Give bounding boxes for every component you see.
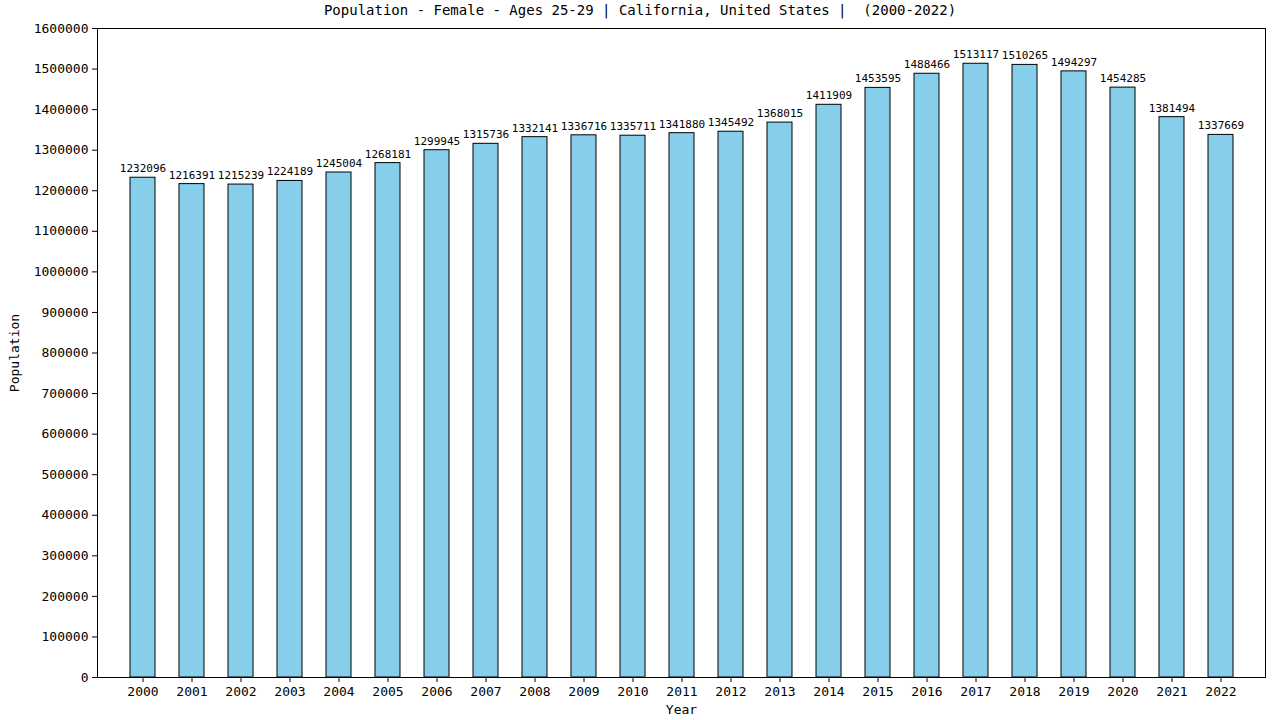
- svg-text:2008: 2008: [519, 684, 550, 699]
- svg-text:500000: 500000: [42, 467, 89, 482]
- svg-text:2014: 2014: [813, 684, 844, 699]
- svg-text:1500000: 1500000: [34, 61, 89, 76]
- svg-text:2009: 2009: [568, 684, 599, 699]
- svg-text:1411909: 1411909: [806, 89, 852, 102]
- svg-text:1216391: 1216391: [169, 169, 215, 182]
- svg-text:200000: 200000: [42, 589, 89, 604]
- svg-text:1454285: 1454285: [1100, 72, 1146, 85]
- svg-text:1600000: 1600000: [34, 21, 89, 36]
- svg-text:1368015: 1368015: [757, 107, 803, 120]
- svg-text:1224189: 1224189: [267, 165, 313, 178]
- svg-text:2004: 2004: [323, 684, 354, 699]
- svg-text:2010: 2010: [617, 684, 648, 699]
- svg-text:2003: 2003: [274, 684, 305, 699]
- svg-text:2015: 2015: [862, 684, 893, 699]
- svg-text:400000: 400000: [42, 507, 89, 522]
- svg-text:900000: 900000: [42, 305, 89, 320]
- svg-text:1336716: 1336716: [561, 120, 607, 133]
- svg-text:2018: 2018: [1009, 684, 1040, 699]
- svg-text:1232096: 1232096: [120, 162, 166, 175]
- svg-text:1215239: 1215239: [218, 169, 264, 182]
- svg-text:2021: 2021: [1156, 684, 1187, 699]
- svg-text:1488466: 1488466: [904, 58, 950, 71]
- svg-text:2011: 2011: [666, 684, 697, 699]
- svg-text:2007: 2007: [470, 684, 501, 699]
- svg-text:2022: 2022: [1205, 684, 1236, 699]
- svg-text:2016: 2016: [911, 684, 942, 699]
- svg-text:1337669: 1337669: [1198, 119, 1244, 132]
- svg-text:1299945: 1299945: [414, 135, 460, 148]
- svg-text:1332141: 1332141: [512, 122, 558, 135]
- svg-text:1345492: 1345492: [708, 116, 754, 129]
- svg-text:800000: 800000: [42, 345, 89, 360]
- svg-text:2019: 2019: [1058, 684, 1089, 699]
- svg-text:1100000: 1100000: [34, 223, 89, 238]
- svg-text:2006: 2006: [421, 684, 452, 699]
- svg-text:1335711: 1335711: [610, 120, 656, 133]
- svg-text:2002: 2002: [225, 684, 256, 699]
- svg-text:1000000: 1000000: [34, 264, 89, 279]
- svg-text:300000: 300000: [42, 548, 89, 563]
- svg-text:2017: 2017: [960, 684, 991, 699]
- svg-text:1510265: 1510265: [1002, 49, 1048, 62]
- svg-text:2001: 2001: [176, 684, 207, 699]
- svg-text:Year: Year: [666, 702, 697, 717]
- html-text:Population - Female - Ages 25-: Population - Female - Ages 25-29 | Calif…: [323, 2, 957, 18]
- svg-text:1400000: 1400000: [34, 102, 89, 117]
- svg-text:2012: 2012: [715, 684, 746, 699]
- svg-text:2005: 2005: [372, 684, 403, 699]
- svg-text:1513117: 1513117: [953, 48, 999, 61]
- svg-text:600000: 600000: [42, 426, 89, 441]
- svg-text:1453595: 1453595: [855, 72, 901, 85]
- svg-text:Population: Population: [7, 314, 22, 392]
- svg-text:0: 0: [81, 670, 89, 685]
- svg-text:1381494: 1381494: [1149, 102, 1196, 115]
- svg-text:2020: 2020: [1107, 684, 1138, 699]
- svg-text:100000: 100000: [42, 629, 89, 644]
- svg-text:1245004: 1245004: [316, 157, 363, 170]
- svg-text:1341880: 1341880: [659, 118, 705, 131]
- svg-text:2000: 2000: [127, 684, 158, 699]
- svg-text:1268181: 1268181: [365, 148, 411, 161]
- svg-text:1200000: 1200000: [34, 183, 89, 198]
- svg-text:2013: 2013: [764, 684, 795, 699]
- svg-text:700000: 700000: [42, 386, 89, 401]
- svg-text:1300000: 1300000: [34, 142, 89, 157]
- svg-text:1315736: 1315736: [463, 128, 509, 141]
- svg-text:1494297: 1494297: [1051, 56, 1097, 69]
